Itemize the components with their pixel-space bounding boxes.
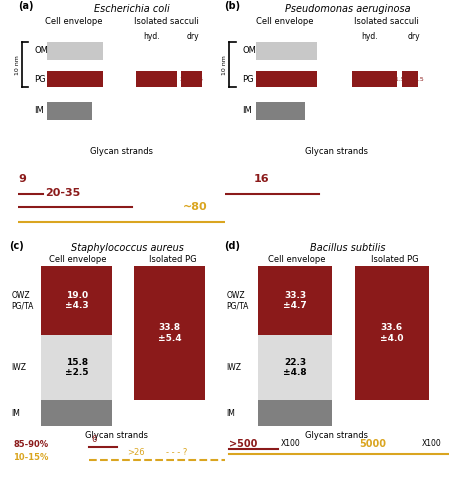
Bar (41, 266, 112, 335)
Text: Cell envelope: Cell envelope (268, 255, 325, 264)
Text: 33.3
±4.7: 33.3 ±4.7 (283, 291, 307, 310)
Text: OM: OM (242, 46, 256, 56)
Text: IM: IM (242, 106, 252, 115)
Text: 9: 9 (18, 174, 26, 184)
Text: Glycan strands: Glycan strands (305, 148, 368, 156)
Text: OWZ
PG/TA: OWZ PG/TA (227, 291, 249, 310)
Text: 33.8
±5.4: 33.8 ±5.4 (158, 323, 181, 342)
Bar (256, 42, 317, 60)
Text: 19.0
±4.3: 19.0 ±4.3 (65, 291, 89, 310)
Text: (b): (b) (224, 1, 241, 11)
Text: IM: IM (35, 106, 44, 115)
Bar (47, 42, 103, 60)
Text: Isolated PG: Isolated PG (149, 255, 197, 264)
Text: X100: X100 (422, 439, 442, 448)
Text: Cell envelope: Cell envelope (49, 255, 107, 264)
Text: 5000: 5000 (359, 439, 386, 448)
Text: Isolated sacculi: Isolated sacculi (354, 17, 418, 26)
Text: 1.5 ± 0.5: 1.5 ± 0.5 (395, 77, 424, 81)
Text: IM: IM (227, 409, 236, 418)
Text: dry: dry (408, 33, 421, 41)
Text: PG: PG (35, 75, 46, 83)
Text: Pseudomonas aeruginosa: Pseudomonas aeruginosa (285, 4, 411, 13)
Text: (c): (c) (9, 241, 24, 251)
Text: IM: IM (11, 409, 20, 418)
Text: 6.35 ± 0.53: 6.35 ± 0.53 (54, 76, 96, 82)
Text: Isolated sacculi: Isolated sacculi (134, 17, 199, 26)
Bar (256, 102, 305, 120)
Text: X100: X100 (281, 439, 300, 448)
Text: 10-15%: 10-15% (13, 454, 48, 462)
Bar (352, 71, 397, 88)
Text: Glycan strands: Glycan strands (305, 431, 368, 440)
Text: Cell envelope: Cell envelope (256, 17, 314, 26)
Text: (a): (a) (18, 1, 34, 11)
Text: 16: 16 (254, 174, 269, 184)
Text: 3 ± 0.5: 3 ± 0.5 (180, 77, 203, 81)
Text: 10 nm: 10 nm (15, 55, 20, 75)
Text: hyd.: hyd. (143, 33, 159, 41)
Bar (355, 266, 429, 400)
Bar (258, 400, 332, 426)
Text: 6 ± 0.5: 6 ± 0.5 (144, 76, 169, 82)
Text: Cell envelope: Cell envelope (45, 17, 102, 26)
Text: 6: 6 (91, 434, 96, 444)
Bar (41, 400, 112, 426)
Text: 33.6
±4.0: 33.6 ±4.0 (380, 323, 404, 342)
Bar (258, 266, 332, 335)
Text: OM: OM (35, 46, 48, 56)
Text: >500: >500 (229, 439, 257, 448)
Text: 85-90%: 85-90% (13, 440, 48, 449)
Text: 3 ± 0.5: 3 ± 0.5 (363, 76, 387, 82)
Text: dry: dry (186, 33, 199, 41)
Text: Glycan strands: Glycan strands (90, 148, 153, 156)
Text: Bacillus subtilis: Bacillus subtilis (310, 243, 386, 253)
Text: ~80: ~80 (183, 202, 208, 212)
Text: IWZ: IWZ (11, 363, 26, 372)
Text: Staphylococcus aureus: Staphylococcus aureus (71, 243, 184, 253)
Bar (181, 71, 202, 88)
Text: >26: >26 (128, 448, 145, 457)
Text: IWZ: IWZ (227, 363, 242, 372)
Bar (402, 71, 418, 88)
Text: (d): (d) (224, 241, 241, 251)
Text: Glycan strands: Glycan strands (85, 431, 148, 440)
Bar (47, 102, 92, 120)
Text: Isolated PG: Isolated PG (371, 255, 419, 264)
Text: 22.3
±4.8: 22.3 ±4.8 (283, 358, 307, 377)
Bar (258, 335, 332, 400)
Text: 15.8
±2.5: 15.8 ±2.5 (65, 358, 88, 377)
Text: 2.41 ± 0.54: 2.41 ± 0.54 (265, 76, 307, 82)
Bar (134, 266, 205, 400)
Text: hyd.: hyd. (361, 33, 378, 41)
Text: - - - ?: - - - ? (166, 448, 188, 457)
Bar (256, 71, 317, 88)
Text: OWZ
PG/TA: OWZ PG/TA (11, 291, 34, 310)
Text: Escherichia coli: Escherichia coli (94, 4, 169, 13)
Bar (47, 71, 103, 88)
Bar (136, 71, 177, 88)
Bar (41, 335, 112, 400)
Text: 10 nm: 10 nm (222, 55, 227, 75)
Text: 20-35: 20-35 (45, 188, 80, 197)
Text: PG: PG (242, 75, 254, 83)
